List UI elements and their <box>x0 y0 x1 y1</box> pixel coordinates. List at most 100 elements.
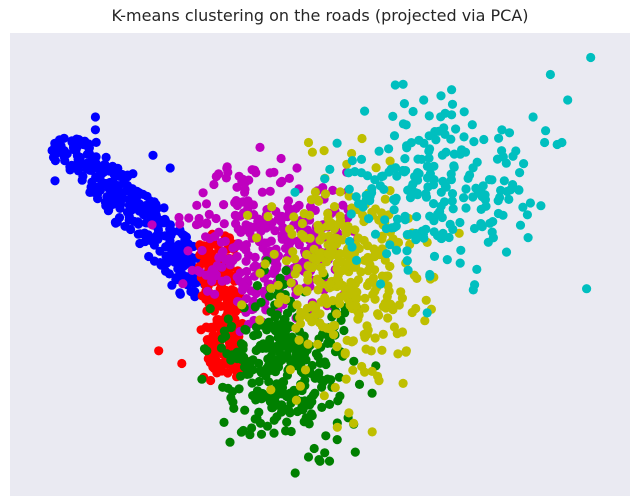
cluster-6-point <box>449 162 459 172</box>
cluster-6-point <box>419 233 429 243</box>
cluster-6-point <box>436 91 446 101</box>
cluster-1-point <box>91 152 101 162</box>
cluster-6-point <box>473 188 483 198</box>
cluster-4-point <box>216 343 226 353</box>
cluster-3-point <box>283 202 293 212</box>
cluster-6-point <box>332 138 342 148</box>
cluster-4-point <box>226 355 236 365</box>
cluster-6-point <box>399 167 409 177</box>
cluster-3-point <box>269 167 279 177</box>
cluster-4-point <box>303 452 314 462</box>
cluster-4-point <box>332 435 342 445</box>
cluster-6-point <box>402 256 412 266</box>
cluster-3-point <box>234 171 244 181</box>
cluster-6-point <box>344 168 354 178</box>
cluster-4-point <box>321 359 331 370</box>
cluster-4-point <box>320 448 330 458</box>
cluster-5-point <box>325 279 335 289</box>
cluster-1-point <box>84 143 94 153</box>
cluster-6-point <box>501 247 512 257</box>
cluster-5-point <box>263 211 273 222</box>
cluster-1-point <box>159 203 169 213</box>
cluster-4-point <box>339 325 349 336</box>
cluster-4-point <box>234 384 244 394</box>
cluster-4-point <box>250 414 260 424</box>
cluster-6-point <box>400 154 410 164</box>
cluster-6-point <box>429 251 440 261</box>
cluster-1-point <box>148 150 158 160</box>
cluster-5-point <box>374 310 384 320</box>
cluster-4-point <box>279 314 289 324</box>
cluster-6-point <box>389 222 399 233</box>
cluster-5-point <box>252 233 262 243</box>
cluster-6-point <box>484 175 495 185</box>
cluster-3-point <box>147 220 157 230</box>
cluster-4-point <box>277 389 287 399</box>
cluster-5-point <box>305 233 315 243</box>
cluster-6-point <box>557 137 567 148</box>
cluster-1-point <box>140 236 150 247</box>
cluster-6-point <box>429 161 439 171</box>
cluster-2-point <box>201 322 211 332</box>
cluster-4-point <box>219 417 229 427</box>
cluster-1-point <box>133 219 143 229</box>
cluster-5-point <box>398 378 408 388</box>
cluster-1-point <box>78 171 88 181</box>
cluster-1-point <box>65 165 75 175</box>
cluster-5-point <box>421 295 431 305</box>
cluster-4-point <box>202 346 212 356</box>
cluster-3-point <box>265 186 275 196</box>
cluster-5-point <box>397 327 408 337</box>
cluster-5-point <box>307 262 317 273</box>
cluster-3-point <box>184 213 194 223</box>
cluster-5-point <box>292 300 302 310</box>
cluster-6-point <box>434 126 444 136</box>
cluster-5-point <box>308 253 318 263</box>
cluster-3-point <box>284 173 294 183</box>
cluster-6-point <box>431 135 441 145</box>
cluster-6-point <box>469 137 479 147</box>
cluster-1-point <box>121 186 132 196</box>
cluster-5-point <box>266 283 276 293</box>
cluster-1-point <box>178 229 188 240</box>
cluster-6-point <box>389 205 399 215</box>
cluster-5-point <box>360 303 370 313</box>
cluster-5-point <box>320 189 331 199</box>
cluster-5-point <box>260 259 270 269</box>
cluster-6-point <box>457 145 467 155</box>
cluster-5-point <box>319 391 329 401</box>
cluster-5-point <box>267 202 277 212</box>
cluster-3-point <box>201 199 212 209</box>
cluster-6-point <box>467 120 477 130</box>
cluster-6-point <box>392 171 402 181</box>
cluster-6-point <box>408 179 418 189</box>
cluster-5-point <box>330 382 340 393</box>
cluster-3-point <box>241 294 252 304</box>
cluster-6-point <box>391 245 402 255</box>
cluster-6-point <box>511 146 521 156</box>
cluster-1-point <box>91 137 101 147</box>
cluster-3-point <box>233 224 243 234</box>
cluster-1-point <box>144 199 154 210</box>
cluster-6-point <box>445 219 455 229</box>
cluster-5-point <box>385 156 395 166</box>
cluster-6-point <box>370 175 380 185</box>
cluster-6-point <box>541 126 551 136</box>
cluster-1-point <box>70 145 80 155</box>
cluster-5-point <box>332 342 342 352</box>
cluster-6-point <box>356 154 367 164</box>
cluster-6-point <box>504 128 515 138</box>
cluster-4-point <box>292 406 302 417</box>
cluster-5-point <box>329 330 339 340</box>
cluster-3-point <box>240 187 250 197</box>
cluster-5-point <box>291 395 301 405</box>
cluster-3-point <box>240 282 250 292</box>
cluster-6-point <box>540 137 550 148</box>
cluster-6-point <box>290 187 300 197</box>
cluster-4-point <box>253 329 263 339</box>
cluster-5-point <box>393 349 403 359</box>
cluster-6-point <box>402 230 412 240</box>
cluster-3-point <box>209 179 219 190</box>
cluster-5-point <box>325 239 336 249</box>
cluster-6-point <box>518 202 528 212</box>
